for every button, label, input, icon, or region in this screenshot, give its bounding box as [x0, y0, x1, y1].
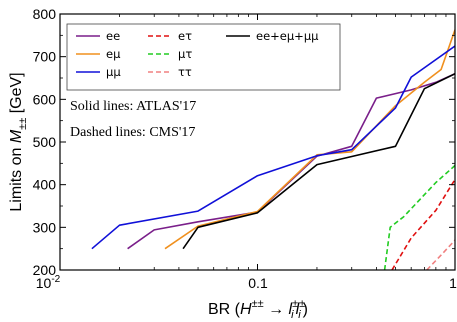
legend-label-eτ: eτ: [178, 29, 192, 43]
x-tick-label-0.1: 0.1: [248, 275, 268, 291]
y-tick-label-600: 600: [33, 91, 57, 107]
x-tick-label-0.01: 10-2: [36, 274, 61, 291]
legend-box: [66, 23, 341, 91]
annotation-cms: Dashed lines: CMS'17: [70, 125, 195, 140]
series-line-ee: [127, 72, 455, 250]
series-line-ee+eμ+μμ: [182, 72, 455, 250]
legend-label-eμ: eμ: [106, 47, 121, 61]
y-tick-label-200: 200: [33, 262, 57, 278]
series-line-μμ: [91, 45, 455, 250]
series-line-μτ: [383, 164, 455, 270]
legend-label-μτ: μτ: [178, 47, 192, 61]
legend-label-ee+eμ+μμ: ee+eμ+μμ: [256, 29, 319, 43]
legend-label-μμ: μμ: [106, 65, 121, 79]
y-tick-label-300: 300: [33, 219, 57, 235]
y-tick-label-800: 800: [33, 6, 57, 22]
ticks-layer: [59, 13, 456, 271]
legend-label-ττ: ττ: [178, 65, 192, 79]
y-axis-title: Limits on M±± [GeV]: [8, 72, 29, 211]
annotation-atlas: Solid lines: ATLAS'17: [70, 99, 196, 114]
legend-entries: ee eμ μμ eτ μτ ττ ee+eμ+μμ: [76, 29, 319, 79]
series-layer: [91, 29, 455, 270]
legend-label-ee: ee: [106, 29, 120, 43]
y-tick-label-700: 700: [33, 49, 57, 65]
y-tick-label-400: 400: [33, 177, 57, 193]
series-line-eτ: [391, 179, 455, 270]
series-line-ττ: [426, 239, 455, 270]
y-tick-labels: 200 300 400 500 600 700 800: [33, 6, 57, 278]
legend: ee eμ μμ eτ μτ ττ ee+eμ+μμ: [66, 23, 341, 91]
x-tick-label-1: 1: [449, 275, 457, 291]
y-tick-label-500: 500: [33, 134, 57, 150]
x-axis-title: BR (H±± → l± i l± i): [208, 298, 308, 321]
series-line-eμ: [164, 29, 455, 250]
